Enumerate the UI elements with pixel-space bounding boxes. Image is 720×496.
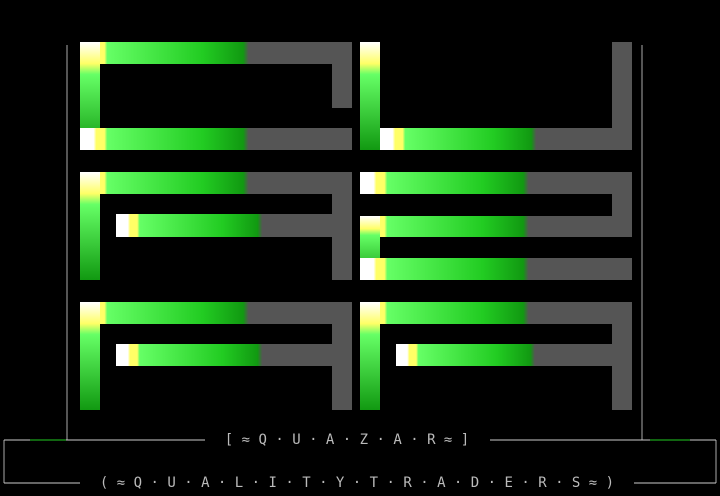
frame: [3, 45, 717, 484]
motto: ( ≈ Q · U · A · L · I · T · Y · T · R · …: [100, 475, 614, 491]
group-name: [ ≈ Q · U · A · Z · A · R ≈ ]: [225, 432, 469, 448]
logo: [80, 42, 632, 410]
